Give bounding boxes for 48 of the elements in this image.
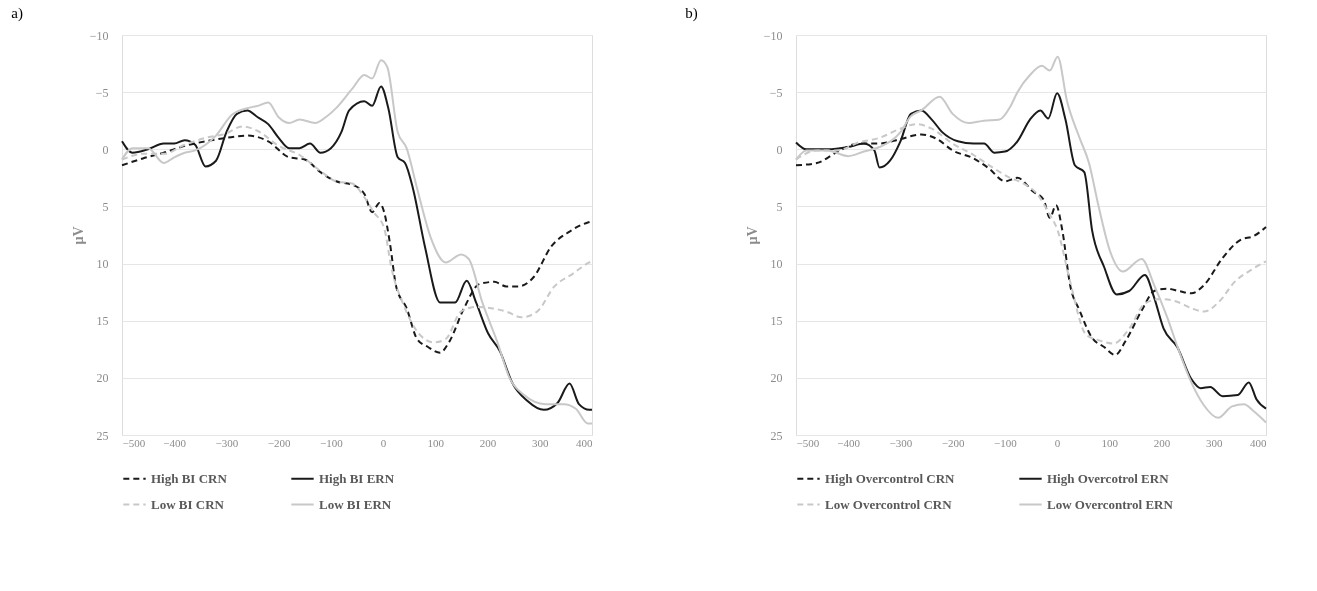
x-tick-label: 300 xyxy=(1206,436,1224,449)
y-tick-label: 5 xyxy=(102,199,109,214)
x-tick-label: −100 xyxy=(994,436,1018,449)
y-tick-label: 20 xyxy=(770,371,783,386)
x-tick-label: 300 xyxy=(532,436,550,449)
legend-label: High Overcotrol ERN xyxy=(1047,470,1170,486)
y-tick-label: 25 xyxy=(96,428,109,443)
y-tick-label: 0 xyxy=(102,142,109,157)
y-tick-label: −10 xyxy=(89,28,109,43)
y-tick-label: −10 xyxy=(763,28,783,43)
y-tick-label: 10 xyxy=(96,257,109,272)
legend-label: Low BI ERN xyxy=(319,496,392,512)
legend-label: Low Overcontrol ERN xyxy=(1047,496,1174,512)
legend-label: High BI ERN xyxy=(319,470,395,486)
x-tick-label: −500 xyxy=(796,436,820,449)
x-tick-label: −500 xyxy=(122,436,146,449)
y-tick-label: 5 xyxy=(776,199,783,214)
x-tick-label: 0 xyxy=(1054,436,1061,449)
x-tick-label: −100 xyxy=(320,436,344,449)
y-tick-label: 15 xyxy=(96,314,109,329)
y-tick-label: 10 xyxy=(770,257,783,272)
x-tick-label: −400 xyxy=(837,436,861,449)
x-tick-label: 100 xyxy=(427,436,445,449)
x-tick-label: 400 xyxy=(1250,436,1267,449)
y-tick-label: 15 xyxy=(770,314,783,329)
y-tick-label: 0 xyxy=(776,142,783,157)
y-tick-label: −5 xyxy=(95,85,109,100)
x-tick-label: 0 xyxy=(380,436,387,449)
chart-title: b) xyxy=(685,5,698,22)
x-tick-label: −300 xyxy=(215,436,239,449)
legend-label: Low BI CRN xyxy=(151,496,225,512)
x-tick-label: −400 xyxy=(163,436,187,449)
x-tick-label: 100 xyxy=(1101,436,1119,449)
y-tick-label: 25 xyxy=(770,428,783,443)
x-tick-label: 400 xyxy=(576,436,593,449)
y-axis-title: µV xyxy=(70,226,86,245)
x-tick-label: 200 xyxy=(479,436,497,449)
legend-label: High Overcontrol CRN xyxy=(825,470,956,486)
y-tick-label: −5 xyxy=(769,85,783,100)
legend-label: Low Overcontrol CRN xyxy=(825,496,953,512)
x-tick-label: −200 xyxy=(267,436,292,449)
x-tick-label: −300 xyxy=(889,436,913,449)
chart-title: a) xyxy=(11,5,23,22)
x-tick-label: −200 xyxy=(941,436,966,449)
x-tick-label: 200 xyxy=(1153,436,1171,449)
y-tick-label: 20 xyxy=(96,371,109,386)
y-axis-title: µV xyxy=(744,226,760,245)
legend-label: High BI CRN xyxy=(151,470,228,486)
